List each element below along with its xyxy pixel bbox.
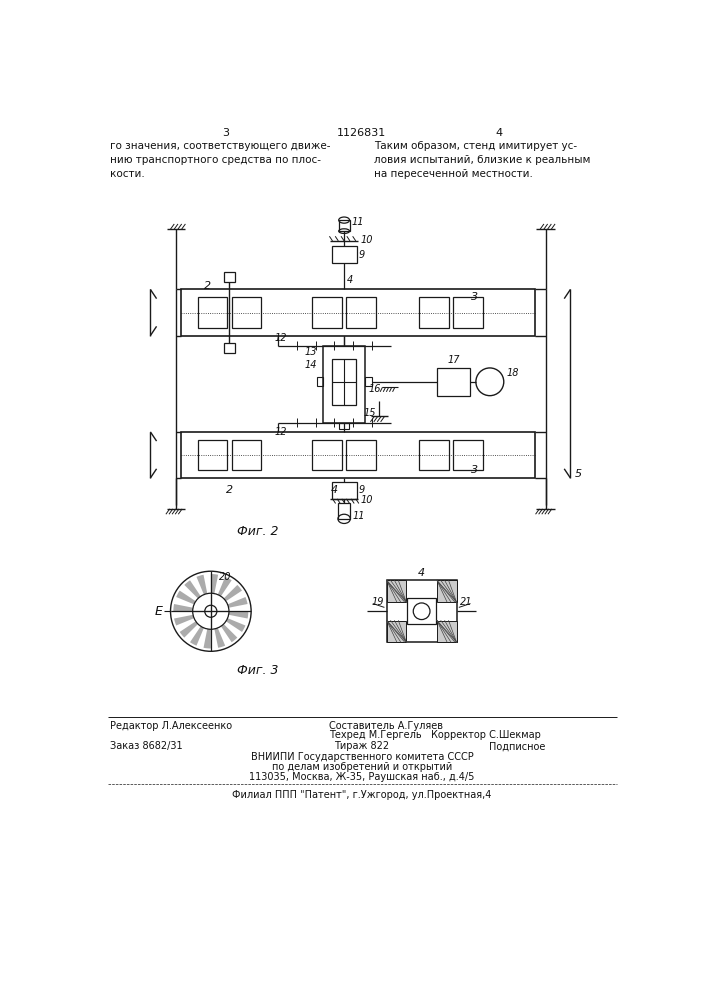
- Text: 10: 10: [361, 495, 373, 505]
- Text: 18: 18: [507, 368, 520, 378]
- Bar: [407, 598, 436, 624]
- Wedge shape: [218, 577, 232, 596]
- Wedge shape: [228, 597, 247, 608]
- Wedge shape: [204, 629, 211, 648]
- Text: Фиг. 3: Фиг. 3: [237, 664, 278, 677]
- Text: 14: 14: [305, 360, 317, 370]
- Text: го значения, соответствующего движе-
нию транспортного средства по плос-
кости.: го значения, соответствующего движе- нию…: [110, 141, 331, 179]
- Bar: [419, 440, 449, 470]
- Circle shape: [193, 593, 229, 629]
- Bar: [419, 297, 449, 328]
- Wedge shape: [173, 604, 193, 611]
- Bar: [437, 580, 457, 602]
- Bar: [312, 297, 341, 328]
- Bar: [232, 297, 261, 328]
- Bar: [453, 440, 483, 470]
- Text: Составитель А.Гуляев: Составитель А.Гуляев: [329, 721, 443, 731]
- Text: 10: 10: [361, 235, 373, 245]
- Text: 13: 13: [305, 347, 317, 357]
- Text: 2: 2: [204, 281, 211, 291]
- Text: Редактор Л.Алексеенко: Редактор Л.Алексеенко: [110, 721, 232, 731]
- Bar: [332, 359, 356, 405]
- Bar: [332, 482, 356, 499]
- Text: 2: 2: [226, 485, 233, 495]
- Wedge shape: [226, 618, 245, 632]
- Bar: [323, 346, 366, 423]
- Text: 15: 15: [364, 408, 376, 418]
- Text: 16: 16: [368, 384, 381, 394]
- Bar: [346, 297, 376, 328]
- Text: 1126831: 1126831: [337, 128, 387, 138]
- Text: Таким образом, стенд имитирует ус-
ловия испытаний, близкие к реальным
на пересе: Таким образом, стенд имитирует ус- ловия…: [373, 141, 590, 179]
- Text: 4: 4: [332, 485, 339, 495]
- Text: 19: 19: [371, 597, 384, 607]
- Text: 5: 5: [575, 469, 582, 479]
- Wedge shape: [180, 621, 198, 638]
- Bar: [437, 368, 469, 396]
- Text: 11: 11: [353, 511, 365, 521]
- Text: 3: 3: [471, 465, 478, 475]
- Text: Фиг. 2: Фиг. 2: [237, 525, 278, 538]
- Text: Заказ 8682/31: Заказ 8682/31: [110, 741, 182, 751]
- Text: 9: 9: [359, 485, 365, 495]
- Text: 4: 4: [418, 568, 425, 578]
- Bar: [198, 440, 227, 470]
- Circle shape: [414, 603, 430, 620]
- Bar: [224, 272, 235, 282]
- Bar: [387, 580, 457, 642]
- Bar: [232, 440, 261, 470]
- Text: ВНИИПИ Государственного комитета СССР: ВНИИПИ Государственного комитета СССР: [250, 752, 473, 762]
- Text: Подписное: Подписное: [489, 741, 546, 751]
- Text: E: E: [154, 605, 162, 618]
- Bar: [224, 343, 235, 353]
- Text: Техред М.Гергель   Корректор С.Шекмар: Техред М.Гергель Корректор С.Шекмар: [329, 730, 540, 740]
- Text: 17: 17: [447, 355, 460, 365]
- Text: 12: 12: [274, 333, 287, 343]
- Bar: [387, 580, 407, 602]
- Text: 3: 3: [471, 292, 478, 302]
- Text: 20: 20: [218, 572, 231, 582]
- Bar: [339, 423, 349, 429]
- Bar: [332, 246, 356, 263]
- Bar: [346, 440, 376, 470]
- Circle shape: [205, 605, 217, 617]
- Text: 113035, Москва, Ж-35, Раушская наб., д.4/5: 113035, Москва, Ж-35, Раушская наб., д.4…: [250, 772, 474, 782]
- Text: Тираж 822: Тираж 822: [334, 741, 390, 751]
- Text: 9: 9: [359, 250, 365, 260]
- Bar: [339, 220, 349, 231]
- Wedge shape: [221, 624, 238, 642]
- Bar: [198, 297, 227, 328]
- Bar: [453, 297, 483, 328]
- Wedge shape: [228, 611, 248, 619]
- Text: 21: 21: [460, 597, 472, 607]
- Bar: [317, 377, 323, 386]
- Bar: [387, 620, 407, 642]
- Text: 3: 3: [222, 128, 229, 138]
- Text: 12: 12: [274, 427, 287, 437]
- Text: 11: 11: [352, 217, 364, 227]
- Text: Филиал ППП "Патент", г.Ужгород, ул.Проектная,4: Филиал ППП "Патент", г.Ужгород, ул.Проек…: [233, 790, 491, 800]
- Wedge shape: [176, 591, 196, 604]
- Bar: [312, 440, 341, 470]
- Text: по делам изобретений и открытий: по делам изобретений и открытий: [271, 762, 452, 772]
- Wedge shape: [211, 574, 218, 594]
- Bar: [182, 289, 534, 336]
- Bar: [437, 620, 457, 642]
- Wedge shape: [174, 615, 194, 626]
- Wedge shape: [197, 575, 207, 595]
- Text: 4: 4: [347, 275, 354, 285]
- Bar: [182, 432, 534, 478]
- Wedge shape: [185, 580, 201, 599]
- Bar: [366, 377, 372, 386]
- Bar: [338, 503, 351, 519]
- Wedge shape: [214, 628, 225, 648]
- Text: 4: 4: [496, 128, 503, 138]
- Wedge shape: [223, 585, 242, 601]
- Wedge shape: [190, 626, 204, 646]
